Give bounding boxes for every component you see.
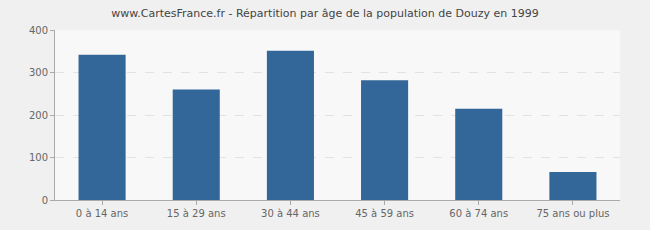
- svg-text:30 à 44 ans: 30 à 44 ans: [261, 208, 320, 219]
- svg-text:400: 400: [29, 25, 48, 36]
- svg-text:75 ans ou plus: 75 ans ou plus: [536, 208, 609, 219]
- svg-text:100: 100: [29, 152, 48, 163]
- svg-text:300: 300: [29, 67, 48, 78]
- svg-text:www.CartesFrance.fr - Répartit: www.CartesFrance.fr - Répartition par âg…: [111, 7, 539, 20]
- svg-text:15 à 29 ans: 15 à 29 ans: [167, 208, 226, 219]
- svg-text:0 à 14 ans: 0 à 14 ans: [76, 208, 128, 219]
- svg-text:60 à 74 ans: 60 à 74 ans: [449, 208, 508, 219]
- svg-text:200: 200: [29, 110, 48, 121]
- svg-text:45 à 59 ans: 45 à 59 ans: [355, 208, 414, 219]
- svg-text:0: 0: [42, 195, 48, 206]
